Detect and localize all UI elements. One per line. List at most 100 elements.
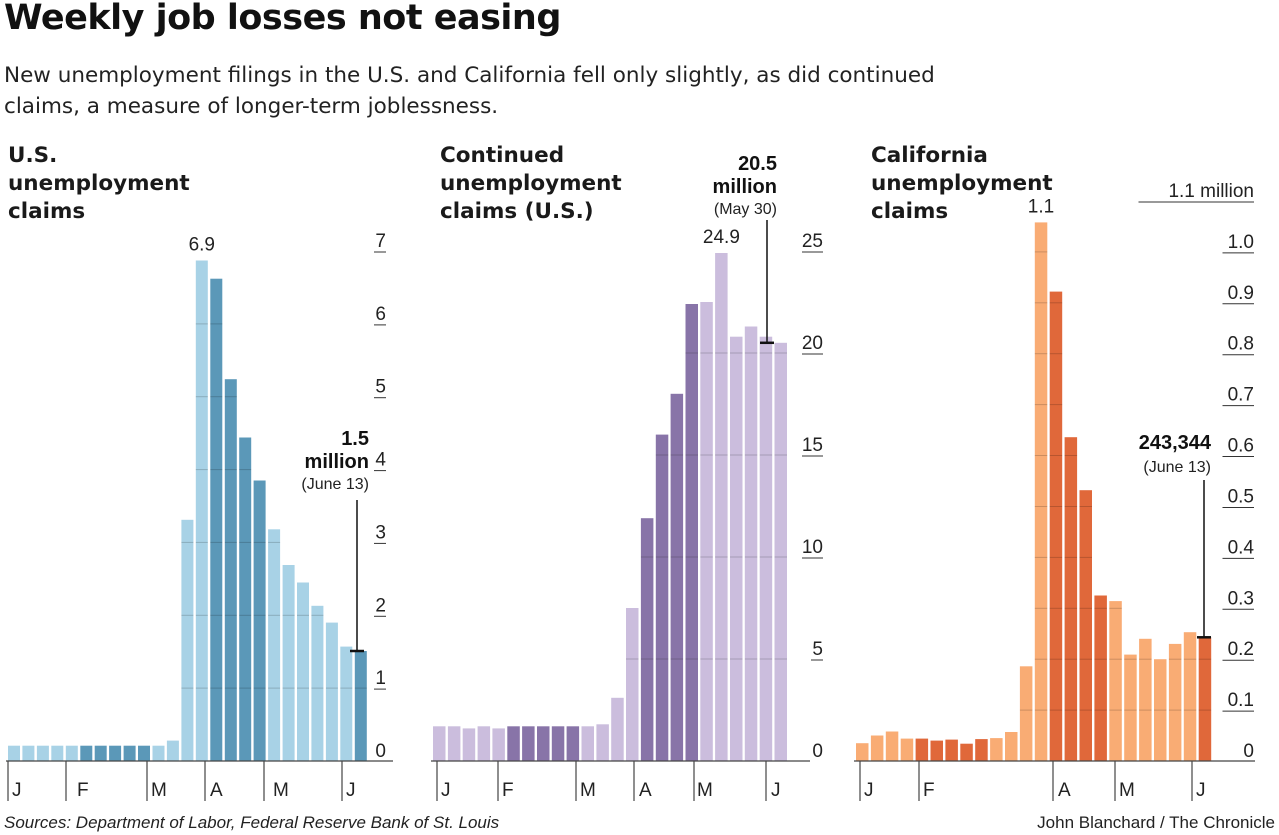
- bar-week-13: [611, 697, 624, 761]
- month-label: A: [1058, 780, 1071, 801]
- bar-week-14: [626, 608, 639, 761]
- bar-week-17: [670, 393, 684, 761]
- chart-title-continued-claims: Continued unemployment claims (U.S.): [440, 143, 622, 224]
- bar-week-16: [224, 379, 237, 761]
- bar-week-22: [311, 605, 324, 761]
- bar-week-12: [596, 724, 609, 761]
- bar-week-11: [1005, 732, 1018, 761]
- callout-unit: million: [305, 451, 369, 473]
- month-label: A: [210, 780, 223, 801]
- callout-date: (May 30): [714, 201, 777, 218]
- y-tick-label: 5: [812, 639, 823, 660]
- y-tick-label: 10: [802, 537, 823, 558]
- month-label: J: [771, 780, 781, 801]
- y-tick-label: 0: [375, 741, 386, 762]
- bar-week-24: [340, 646, 353, 761]
- bar-week-23: [759, 336, 773, 761]
- bar-week-15: [1064, 437, 1078, 761]
- y-tick-label: 1.1 million: [1168, 181, 1254, 202]
- y-tick-label: 0.4: [1228, 537, 1255, 558]
- bar-week-25: [354, 651, 367, 761]
- bar-week-3: [36, 745, 49, 761]
- bar-week-11: [581, 726, 594, 761]
- bar-week-12: [166, 740, 179, 761]
- bar-week-19: [1124, 654, 1137, 761]
- bar-week-7: [522, 726, 535, 761]
- bar-week-19: [700, 302, 713, 761]
- month-label: F: [502, 780, 514, 801]
- month-label: F: [923, 780, 935, 801]
- bar-week-14: [1049, 291, 1063, 761]
- bar-week-17: [239, 437, 252, 761]
- bar-week-22: [1168, 643, 1182, 761]
- bar-week-18: [1109, 601, 1122, 761]
- bar-week-2: [22, 745, 35, 761]
- callout-unit: million: [713, 176, 777, 198]
- bar-week-4: [477, 726, 491, 761]
- bar-week-5: [915, 738, 929, 761]
- bar-week-8: [537, 726, 550, 761]
- bar-week-17: [1094, 595, 1107, 761]
- bar-week-4: [900, 738, 914, 761]
- bar-week-9: [551, 726, 565, 761]
- callout-date: (June 13): [301, 476, 369, 493]
- peak-value-label: 1.1: [1028, 196, 1054, 217]
- y-tick-label: 7: [375, 231, 386, 252]
- bar-week-18: [685, 304, 698, 761]
- month-label: M: [580, 780, 596, 801]
- bar-week-3: [885, 731, 899, 761]
- bar-week-8: [109, 745, 122, 761]
- callout-value: 243,344: [1139, 432, 1212, 454]
- y-tick-label: 0.8: [1228, 334, 1254, 355]
- y-tick-label: 5: [375, 377, 386, 398]
- bar-week-23: [325, 622, 338, 761]
- y-tick-label: 0.6: [1228, 436, 1254, 457]
- bar-week-1: [856, 743, 869, 761]
- bar-week-1: [8, 745, 20, 761]
- callout-value: 20.5: [738, 153, 777, 175]
- bar-week-20: [1139, 638, 1152, 761]
- month-label: M: [1119, 780, 1135, 801]
- bar-week-9: [123, 745, 136, 761]
- bar-week-24: [774, 342, 787, 761]
- y-tick-label: 1.0: [1228, 232, 1254, 253]
- y-tick-label: 0.5: [1228, 487, 1254, 508]
- bar-week-6: [507, 726, 520, 761]
- bar-week-7: [945, 739, 958, 761]
- bar-week-10: [138, 745, 150, 761]
- bar-week-8: [960, 743, 973, 761]
- y-tick-label: 0: [812, 741, 823, 762]
- month-label: A: [639, 780, 652, 801]
- sources-note: Sources: Department of Labor, Federal Re…: [4, 813, 500, 832]
- bar-week-5: [65, 745, 78, 761]
- y-tick-label: 1: [375, 668, 386, 689]
- headline: Weekly job losses not easing: [4, 0, 561, 38]
- bar-week-13: [1034, 222, 1048, 761]
- bar-week-11: [152, 745, 165, 761]
- bar-week-19: [268, 529, 281, 761]
- bar-week-6: [930, 740, 943, 761]
- bar-week-10: [566, 726, 580, 761]
- month-label: M: [273, 780, 289, 801]
- bar-week-6: [80, 745, 93, 761]
- bar-week-23: [1183, 632, 1197, 761]
- month-label: J: [12, 780, 22, 801]
- y-tick-label: 0: [1243, 741, 1254, 762]
- bar-week-16: [1079, 490, 1092, 761]
- y-tick-label: 0.3: [1228, 588, 1254, 609]
- chart-title-us-claims: U.S. unemployment claims: [8, 143, 190, 224]
- dek: New unemployment filings in the U.S. and…: [4, 63, 935, 119]
- peak-value-label: 24.9: [703, 227, 740, 248]
- bar-week-15: [210, 278, 223, 761]
- bar-week-4: [51, 745, 64, 761]
- peak-value-label: 6.9: [189, 235, 215, 256]
- y-tick-label: 2: [375, 595, 386, 616]
- callout-date: (June 13): [1143, 459, 1211, 476]
- bar-week-5: [492, 728, 505, 761]
- y-tick-label: 15: [802, 435, 823, 456]
- bar-week-12: [1019, 666, 1033, 761]
- bar-week-18: [253, 480, 266, 761]
- month-label: J: [1196, 780, 1206, 801]
- bar-week-21: [1154, 659, 1167, 761]
